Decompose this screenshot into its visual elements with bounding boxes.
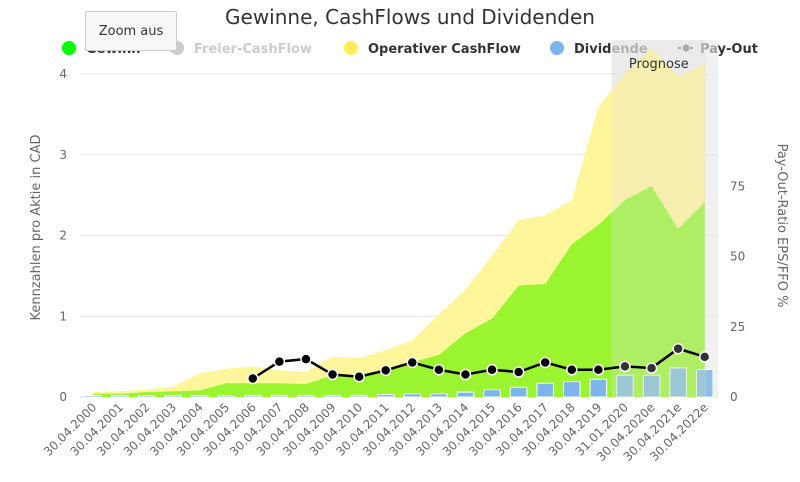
dividend-bar bbox=[456, 391, 475, 398]
legend-item-freier-cashflow[interactable]: Freier-CashFlow bbox=[170, 41, 312, 57]
y-left-tick-label: 2 bbox=[59, 229, 67, 243]
payout-point[interactable] bbox=[566, 364, 578, 376]
dividend-bar bbox=[669, 367, 687, 398]
payout-point[interactable] bbox=[645, 362, 658, 374]
payout-point[interactable] bbox=[619, 360, 631, 373]
dividend-bar bbox=[430, 393, 448, 398]
y-right-tick-label: 25 bbox=[730, 320, 745, 334]
dividend-bar bbox=[695, 369, 714, 398]
dividend-bar bbox=[483, 389, 501, 398]
legend-item-operativer-cashflow[interactable]: Operativer CashFlow bbox=[344, 41, 521, 57]
payout-point[interactable] bbox=[326, 368, 339, 381]
dividend-bar bbox=[297, 394, 315, 398]
y-axis-left-title: Kennzahlen pro Aktie in CAD bbox=[29, 135, 44, 321]
dividend-bar bbox=[323, 394, 342, 398]
legend-circle-icon bbox=[344, 41, 358, 55]
y-left-tick-label: 1 bbox=[59, 309, 67, 323]
dividend-bar bbox=[563, 381, 581, 398]
y-left-tick-label: 3 bbox=[59, 148, 67, 162]
payout-point[interactable] bbox=[592, 364, 605, 376]
dividend-bar bbox=[270, 394, 289, 398]
payout-point[interactable] bbox=[672, 342, 684, 355]
area-series bbox=[93, 48, 705, 397]
dividend-bar bbox=[111, 395, 129, 398]
dividend-bar bbox=[376, 394, 395, 398]
payout-point[interactable] bbox=[486, 364, 498, 376]
payout-point[interactable] bbox=[406, 356, 419, 369]
dividend-bar bbox=[164, 395, 182, 398]
area-gewinn bbox=[93, 186, 705, 397]
x-axis: 30.04.200030.04.200130.04.200230.04.2003… bbox=[41, 400, 711, 464]
y-axis-right: 0 25 50 75 bbox=[730, 179, 745, 404]
chart-title: Gewinne, CashFlows und Dividenden bbox=[225, 5, 595, 29]
dividend-bar bbox=[616, 374, 634, 398]
payout-line bbox=[247, 342, 711, 385]
dividend-bar bbox=[403, 393, 422, 398]
dividend-bar bbox=[84, 395, 103, 398]
y-right-tick-label: 50 bbox=[730, 250, 745, 264]
payout-point[interactable] bbox=[379, 364, 392, 377]
dividend-bars bbox=[84, 367, 714, 398]
dividend-bar bbox=[217, 395, 235, 398]
y-right-tick-label: 75 bbox=[730, 179, 745, 193]
payout-point[interactable] bbox=[433, 364, 445, 376]
y-left-tick-label: 4 bbox=[59, 67, 67, 81]
forecast-label: Prognose bbox=[629, 57, 689, 72]
payout-point[interactable] bbox=[353, 371, 365, 383]
dividend-bar bbox=[137, 395, 156, 398]
payout-point[interactable] bbox=[300, 353, 312, 365]
y-axis-right-title: Pay-Out-Ratio EPS/FFO % bbox=[774, 144, 789, 308]
y-right-tick-label: 0 bbox=[730, 390, 738, 404]
payout-point[interactable] bbox=[247, 372, 259, 385]
y-axis-left: 0 1 2 3 4 bbox=[59, 67, 67, 404]
legend-label: Operativer CashFlow bbox=[368, 42, 521, 57]
forecast-overlay bbox=[611, 40, 706, 397]
legend-circle-icon bbox=[550, 41, 564, 55]
dividend-bar bbox=[350, 394, 368, 398]
zoom-out-button[interactable]: Zoom aus bbox=[85, 11, 177, 51]
dividend-bar bbox=[244, 394, 262, 398]
dividend-bar bbox=[642, 374, 661, 398]
payout-point[interactable] bbox=[539, 356, 551, 369]
payout-point[interactable] bbox=[273, 355, 286, 368]
dividend-bar bbox=[536, 382, 554, 398]
legend-label: Freier-CashFlow bbox=[194, 42, 312, 57]
dividend-bar bbox=[589, 378, 608, 398]
legend-circle-icon bbox=[62, 41, 76, 55]
payout-point[interactable] bbox=[459, 368, 472, 381]
dividend-bar bbox=[190, 395, 209, 398]
payout-point[interactable] bbox=[512, 366, 525, 378]
dividend-bar bbox=[509, 386, 528, 398]
y-left-tick-label: 0 bbox=[59, 390, 67, 404]
payout-point[interactable] bbox=[698, 351, 711, 363]
